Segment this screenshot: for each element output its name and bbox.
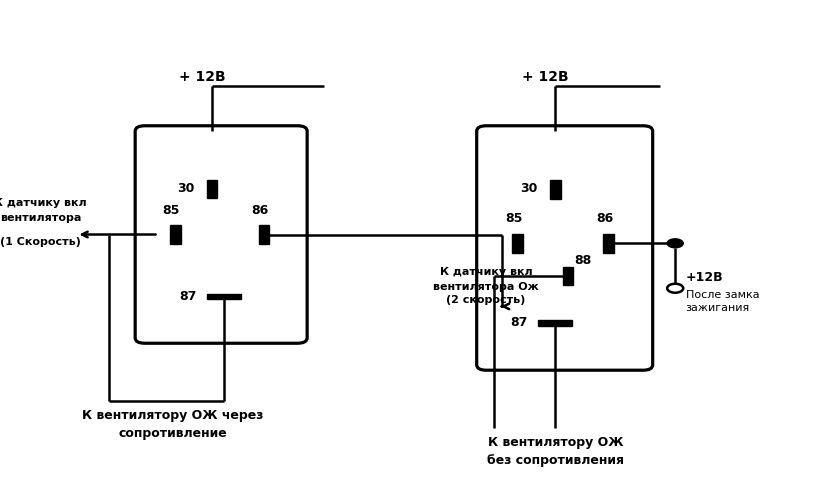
Text: зажигания: зажигания xyxy=(685,304,749,314)
Text: без сопротивления: без сопротивления xyxy=(486,454,623,467)
Bar xyxy=(258,225,269,244)
Text: К датчику вкл: К датчику вкл xyxy=(0,197,87,207)
Text: (1 Скорость): (1 Скорость) xyxy=(0,237,81,247)
Text: + 12В: + 12В xyxy=(179,70,225,84)
Text: 87: 87 xyxy=(510,316,527,329)
Text: 87: 87 xyxy=(179,290,197,303)
Bar xyxy=(170,225,180,244)
Text: +12В: +12В xyxy=(685,271,722,283)
Text: вентилятора Ож: вентилятора Ож xyxy=(432,282,538,292)
Text: 88: 88 xyxy=(573,254,590,267)
Text: 85: 85 xyxy=(505,212,522,225)
Bar xyxy=(206,180,217,198)
Bar xyxy=(550,180,560,199)
Text: вентилятора: вентилятора xyxy=(0,213,81,223)
Text: 30: 30 xyxy=(177,182,194,195)
FancyBboxPatch shape xyxy=(476,126,652,370)
Circle shape xyxy=(667,284,682,293)
Bar xyxy=(603,234,613,253)
Bar xyxy=(512,234,523,253)
Circle shape xyxy=(667,239,682,248)
Text: К вентилятору ОЖ: К вентилятору ОЖ xyxy=(487,436,622,449)
Text: К вентилятору ОЖ через: К вентилятору ОЖ через xyxy=(82,409,263,422)
Text: сопротивление: сопротивление xyxy=(119,427,227,440)
Text: К датчику вкл: К датчику вкл xyxy=(439,267,532,277)
FancyBboxPatch shape xyxy=(135,126,307,343)
Bar xyxy=(207,293,241,299)
Bar xyxy=(562,267,572,285)
Text: 86: 86 xyxy=(251,204,268,217)
Text: После замка: После замка xyxy=(685,290,758,300)
Text: 30: 30 xyxy=(519,182,537,195)
Text: + 12В: + 12В xyxy=(522,70,568,84)
Text: (2 скорость): (2 скорость) xyxy=(446,295,525,305)
Text: 85: 85 xyxy=(162,204,180,217)
Bar xyxy=(538,320,572,326)
Text: 86: 86 xyxy=(595,212,613,225)
